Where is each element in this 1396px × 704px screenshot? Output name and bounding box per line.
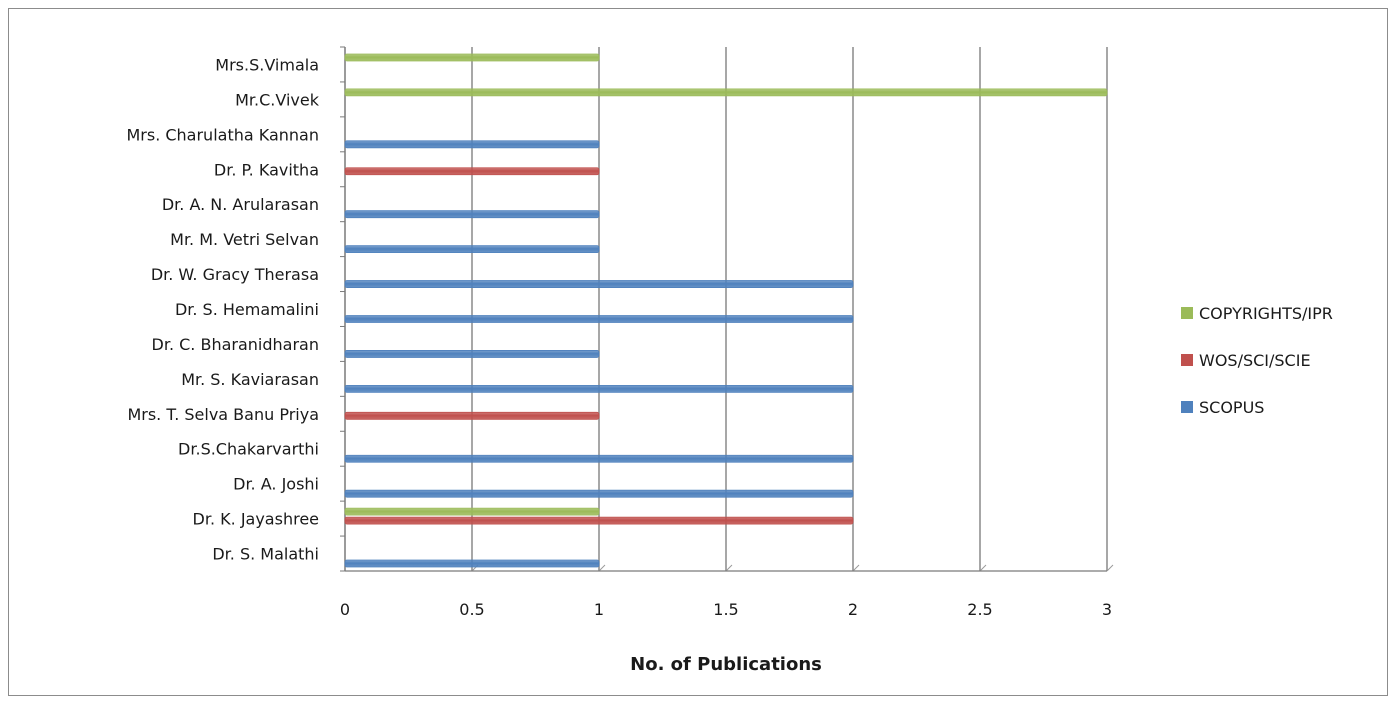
category-label: Dr. K. Jayashree	[193, 510, 319, 529]
chart-frame: Dr. S. Malathi Dr. K. Jayashree Dr. A. Jos…	[8, 8, 1388, 696]
category-label: Mrs. T. Selva Banu Priya	[127, 405, 319, 424]
bar-scopus	[344, 210, 600, 219]
category-label: Mrs. Charulatha Kannan	[126, 125, 319, 144]
x-tick-label: 1.5	[713, 600, 738, 619]
legend-label: COPYRIGHTS/IPR	[1199, 304, 1333, 323]
category-label: Dr. A. N. Arularasan	[162, 195, 319, 214]
legend-swatch	[1181, 354, 1193, 366]
bars	[344, 53, 1108, 568]
bar-scopus	[344, 140, 600, 149]
x-tick-label: 2.5	[967, 600, 992, 619]
category-label: Dr. S. Malathi	[212, 545, 319, 564]
category-label: Mr.C.Vivek	[235, 90, 320, 109]
category-label: Dr. C. Bharanidharan	[152, 335, 319, 354]
x-tick-label: 0	[340, 600, 350, 619]
gridlines	[471, 47, 1114, 572]
bar-scopus	[344, 559, 600, 568]
bar-copyrights-ipr	[344, 88, 1108, 97]
bar-wos-sci-scie	[344, 516, 854, 525]
x-axis-title: No. of Publications	[630, 654, 822, 675]
category-label: Mr. S. Kaviarasan	[181, 370, 319, 389]
legend-swatch	[1181, 401, 1193, 413]
bar-scopus	[344, 280, 854, 288]
gridline-depth	[852, 564, 860, 572]
bar-scopus	[344, 245, 600, 254]
bar-wos-sci-scie	[344, 411, 600, 420]
bar-wos-sci-scie	[344, 167, 600, 176]
x-tick-label: 1	[594, 600, 604, 619]
bar-scopus	[344, 489, 854, 498]
category-label: Dr. P. Kavitha	[214, 160, 319, 179]
legend-swatch	[1181, 307, 1193, 319]
category-labels: Dr. S. Malathi Dr. K. Jayashree Dr. A. Jos…	[126, 55, 319, 563]
category-label: Dr.S.Chakarvarthi	[178, 440, 319, 459]
gridline-depth	[979, 564, 987, 572]
category-label: Dr. A. Joshi	[233, 475, 319, 494]
bar-copyrights-ipr	[344, 53, 600, 62]
x-tick-label: 2	[848, 600, 858, 619]
bar-scopus	[344, 350, 600, 358]
category-label: Dr. W. Gracy Therasa	[151, 265, 319, 284]
bar-chart: Dr. S. Malathi Dr. K. Jayashree Dr. A. Jos…	[126, 46, 1333, 675]
category-label: Mrs.S.Vimala	[215, 55, 319, 74]
x-tick-labels: 0 0.5 1 1.5 2 2.5 3	[340, 600, 1112, 619]
category-label: Mr. M. Vetri Selvan	[170, 230, 319, 249]
legend-label: WOS/SCI/SCIE	[1199, 351, 1311, 370]
axes	[340, 46, 1107, 572]
bar-scopus	[344, 384, 854, 393]
gridline-depth	[1106, 564, 1114, 572]
bar-scopus	[344, 454, 854, 463]
bar-copyrights-ipr	[344, 507, 600, 516]
bar-scopus	[344, 315, 854, 323]
gridline-depth	[725, 564, 733, 572]
category-label: Dr. S. Hemamalini	[175, 300, 319, 319]
legend-label: SCOPUS	[1199, 398, 1264, 417]
x-tick-label: 3	[1102, 600, 1112, 619]
x-tick-label: 0.5	[459, 600, 484, 619]
legend: COPYRIGHTS/IPR WOS/SCI/SCIE SCOPUS	[1181, 304, 1333, 417]
gridline-depth	[598, 564, 606, 572]
